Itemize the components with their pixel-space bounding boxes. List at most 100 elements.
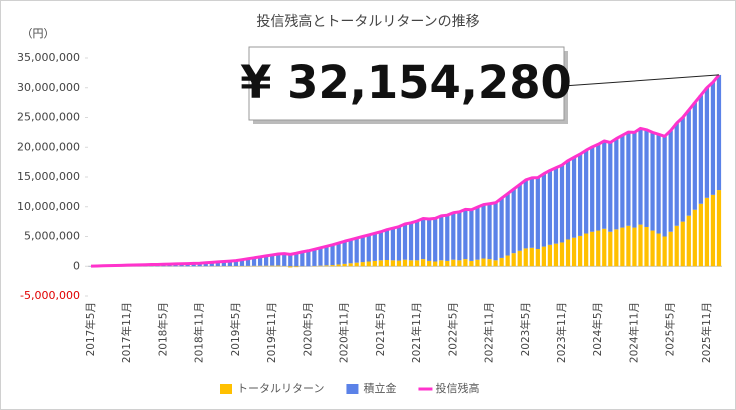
bar bbox=[421, 259, 426, 267]
bar bbox=[517, 250, 522, 267]
bar bbox=[342, 263, 347, 267]
y-tick-label: 10,000,000 bbox=[17, 200, 80, 213]
bar bbox=[396, 260, 402, 267]
bar bbox=[499, 198, 504, 258]
line bbox=[90, 73, 721, 268]
bar bbox=[547, 244, 553, 267]
bar bbox=[209, 262, 214, 267]
bar bbox=[692, 102, 697, 210]
bar bbox=[620, 227, 625, 267]
bar bbox=[306, 250, 311, 267]
bar bbox=[626, 225, 631, 267]
bar bbox=[656, 134, 661, 234]
bar bbox=[264, 265, 269, 267]
bar bbox=[571, 237, 577, 267]
bar bbox=[662, 136, 667, 237]
x-tick-label: 2018年5月 bbox=[156, 302, 169, 356]
x-tick-label: 2023年11月 bbox=[555, 302, 568, 363]
bar bbox=[644, 129, 649, 227]
bar bbox=[348, 263, 353, 267]
bar bbox=[378, 231, 383, 261]
bar bbox=[239, 259, 245, 266]
bar bbox=[463, 259, 468, 267]
x-tick-label: 2018年11月 bbox=[193, 302, 206, 363]
legend-swatch bbox=[346, 384, 359, 394]
legend-label: 投信残高 bbox=[435, 381, 479, 395]
bar bbox=[547, 170, 553, 245]
bar bbox=[451, 259, 456, 267]
bar bbox=[716, 190, 722, 267]
bar bbox=[596, 144, 601, 231]
y-tick-label: 5,000,000 bbox=[24, 230, 80, 243]
bar bbox=[710, 194, 716, 267]
bar bbox=[529, 177, 534, 248]
bar bbox=[535, 248, 540, 267]
bar bbox=[541, 246, 546, 267]
bar bbox=[414, 260, 420, 267]
bar bbox=[433, 261, 438, 267]
bar bbox=[559, 242, 565, 267]
bar bbox=[342, 241, 347, 264]
chart-title: 投信残高とトータルリターンの推移 bbox=[256, 13, 479, 30]
bar bbox=[584, 233, 589, 267]
annotation: ¥ 32,154,280 bbox=[240, 56, 572, 109]
bar bbox=[408, 260, 414, 267]
x-tick-label: 2020年11月 bbox=[338, 302, 351, 363]
y-tick-label: 25,000,000 bbox=[17, 111, 80, 124]
bar bbox=[577, 235, 583, 267]
bar bbox=[529, 247, 534, 267]
x-tick-label: 2024年11月 bbox=[627, 302, 640, 363]
bar bbox=[324, 246, 329, 266]
bar bbox=[535, 177, 540, 249]
bar bbox=[559, 165, 565, 243]
bar bbox=[704, 87, 710, 198]
bar bbox=[288, 266, 293, 268]
bar bbox=[602, 141, 607, 229]
bar bbox=[686, 110, 691, 216]
bar bbox=[390, 228, 396, 261]
bar bbox=[270, 254, 275, 266]
bar bbox=[439, 260, 444, 267]
bar bbox=[577, 154, 583, 236]
bar bbox=[668, 231, 673, 267]
bar bbox=[384, 229, 389, 261]
bar bbox=[445, 215, 450, 261]
legend-label: トータルリターン bbox=[237, 382, 324, 395]
bar bbox=[493, 202, 498, 261]
bar bbox=[336, 264, 341, 267]
bar bbox=[644, 226, 649, 267]
bar bbox=[523, 179, 528, 249]
bar bbox=[360, 236, 365, 263]
bar bbox=[257, 256, 263, 266]
y-tick-label: 0 bbox=[73, 259, 80, 272]
x-tick-label: 2024年5月 bbox=[591, 302, 604, 356]
bar bbox=[626, 132, 631, 226]
bar bbox=[638, 224, 643, 267]
bar bbox=[245, 258, 251, 266]
x-tick-label: 2019年5月 bbox=[229, 302, 242, 356]
bar bbox=[294, 252, 299, 267]
x-tick-label: 2017年5月 bbox=[84, 302, 97, 356]
bar bbox=[614, 138, 619, 230]
bar bbox=[233, 260, 239, 267]
bar bbox=[662, 236, 667, 267]
bar bbox=[421, 218, 426, 260]
bar bbox=[517, 184, 522, 251]
bar bbox=[276, 254, 281, 266]
annotation-box bbox=[248, 46, 565, 121]
bar bbox=[402, 224, 408, 260]
bar bbox=[493, 260, 498, 267]
bar bbox=[692, 209, 697, 267]
bar bbox=[620, 135, 625, 228]
bar bbox=[590, 146, 595, 232]
x-tick-label: 2021年11月 bbox=[410, 302, 423, 363]
x-tick-label: 2021年5月 bbox=[374, 302, 387, 356]
bar bbox=[300, 251, 305, 267]
bar bbox=[221, 261, 226, 267]
x-tick-label: 2017年11月 bbox=[120, 302, 133, 363]
bar bbox=[457, 211, 462, 261]
bar bbox=[571, 157, 577, 238]
y-tick-label: -5,000,000 bbox=[20, 289, 80, 302]
bar bbox=[704, 197, 710, 267]
